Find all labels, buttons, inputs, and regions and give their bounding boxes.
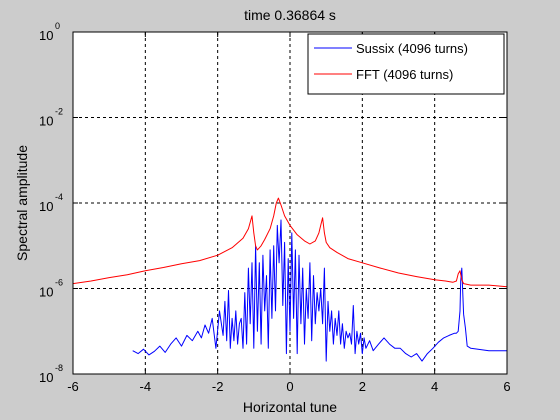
x-tick-labels: -6 -4 -2 0 2 4 6	[67, 379, 510, 394]
x-tick-label: -6	[67, 379, 79, 394]
series-layer	[72, 197, 508, 362]
y-tick-label: 10	[39, 114, 53, 129]
y-tick-label: 10	[39, 199, 53, 214]
chart-title: time 0.36864 s	[244, 7, 336, 23]
series-line-fft	[72, 197, 508, 288]
legend-box	[307, 33, 505, 95]
y-axis-label: Spectral amplitude	[14, 145, 30, 261]
y-tick-label: 10	[39, 28, 53, 43]
y-tick-exponent: -8	[55, 363, 63, 373]
y-tick-label: 10	[39, 285, 53, 300]
legend-entry-fft: FFT (4096 turns)	[356, 67, 453, 82]
y-tick-exponent: -2	[55, 107, 63, 117]
legend-entry-sussix: Sussix (4096 turns)	[356, 41, 468, 56]
x-tick-label: -4	[140, 379, 152, 394]
series-line-sussix	[132, 219, 507, 362]
x-axis-label: Horizontal tune	[243, 399, 337, 415]
legend: Sussix (4096 turns) FFT (4096 turns)	[307, 33, 505, 95]
x-tick-label: -2	[212, 379, 224, 394]
y-tick-exponent: -4	[55, 192, 63, 202]
y-tick-label: 10	[39, 370, 53, 385]
x-tick-label: 6	[503, 379, 510, 394]
y-tick-exponent: -6	[55, 278, 63, 288]
y-tick-exponent: 0	[55, 21, 60, 31]
x-tick-label: 4	[431, 379, 438, 394]
x-tick-label: 2	[359, 379, 366, 394]
x-tick-label: 0	[286, 379, 293, 394]
